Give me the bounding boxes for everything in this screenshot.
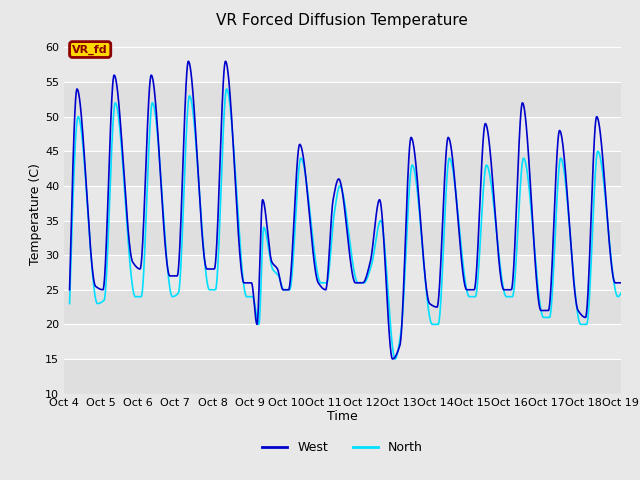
- North: [94, 300, 102, 306]
- Bar: [64, 359, 621, 394]
- Bar: [64, 151, 621, 186]
- North: [66, 300, 74, 307]
- North: [334, 188, 342, 193]
- North: [319, 280, 327, 286]
- West: [94, 285, 102, 291]
- Bar: [64, 220, 621, 255]
- North: [601, 192, 609, 198]
- West: [184, 59, 192, 64]
- Legend: West, North: West, North: [257, 436, 428, 459]
- X-axis label: Time: Time: [327, 410, 358, 423]
- West: [601, 185, 609, 191]
- North: [617, 290, 625, 296]
- West: [334, 177, 342, 182]
- Text: VR_fd: VR_fd: [72, 44, 108, 55]
- Line: North: North: [70, 89, 621, 359]
- West: [500, 287, 508, 293]
- North: [602, 195, 609, 201]
- West: [319, 286, 327, 292]
- West: [617, 280, 625, 286]
- North: [500, 289, 508, 295]
- North: [392, 356, 399, 362]
- Bar: [64, 290, 621, 324]
- West: [66, 287, 74, 293]
- Line: West: West: [70, 61, 621, 359]
- West: [388, 356, 396, 362]
- Title: VR Forced Diffusion Temperature: VR Forced Diffusion Temperature: [216, 13, 468, 28]
- Bar: [64, 82, 621, 117]
- Y-axis label: Temperature (C): Temperature (C): [29, 163, 42, 264]
- North: [223, 86, 230, 92]
- West: [602, 189, 609, 195]
